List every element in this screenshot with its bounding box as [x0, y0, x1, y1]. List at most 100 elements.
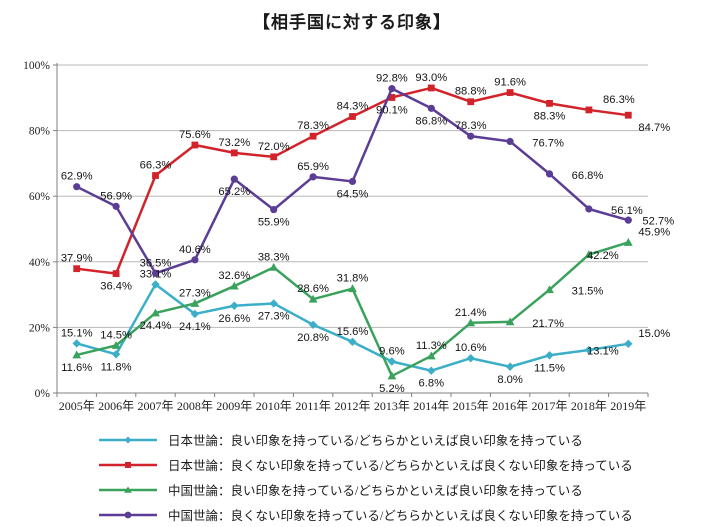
legend-item-china-bad: 中国世論：良くない印象を持っている/どちらかといえば良くない印象を持っている: [97, 502, 633, 527]
data-label: 65.9%: [297, 161, 329, 173]
data-point: [546, 99, 553, 107]
legend-label-japan-bad: 日本世論：良くない印象を持っている/どちらかといえば良くない印象を持っている: [168, 459, 633, 473]
data-label: 26.6%: [218, 313, 250, 325]
data-label: 14.5%: [100, 329, 132, 341]
data-point: [270, 153, 278, 161]
data-label: 66.3%: [140, 160, 172, 172]
data-point: [111, 350, 121, 359]
data-label: 13.1%: [587, 346, 619, 358]
data-point: [349, 113, 356, 120]
data-point: [545, 351, 554, 360]
data-label: 36.4%: [100, 281, 132, 293]
data-point: [151, 269, 160, 277]
data-point: [624, 111, 632, 119]
data-label: 11.5%: [534, 362, 565, 374]
data-label: 56.1%: [611, 205, 643, 217]
legend-line-marker-china-bad: [99, 511, 157, 518]
x-axis-label: 2006年: [98, 399, 134, 413]
data-label: 56.9%: [100, 190, 132, 202]
data-point: [466, 318, 476, 327]
data-point: [387, 357, 397, 366]
data-point: [309, 132, 317, 140]
data-point: [506, 137, 514, 146]
data-label: 66.8%: [572, 170, 604, 182]
data-point: [270, 206, 278, 214]
data-point: [388, 94, 396, 101]
diamond-marker-icon: [124, 436, 132, 443]
data-point: [624, 339, 633, 348]
legend-item-japan-bad: 日本世論：良くない印象を持っている/どちらかといえば良くない印象を持っている: [97, 452, 633, 477]
data-label: 62.9%: [61, 171, 93, 183]
data-point: [505, 317, 515, 326]
data-label: 27.3%: [258, 310, 290, 322]
data-point: [190, 299, 200, 307]
data-label: 32.6%: [218, 270, 250, 282]
y-axis-label: 100%: [23, 60, 50, 72]
data-point: [72, 339, 81, 348]
data-point: [112, 270, 120, 278]
circle-marker-icon: [124, 511, 132, 518]
data-label: 38.3%: [258, 251, 290, 263]
data-point: [151, 308, 160, 317]
x-axis-label: 2017年: [531, 399, 567, 413]
x-axis-label: 2016年: [492, 399, 528, 413]
x-axis-label: 2019年: [610, 399, 646, 413]
data-label: 24.4%: [140, 320, 172, 332]
data-point: [506, 89, 514, 96]
data-point: [467, 98, 475, 106]
data-label: 36.5%: [140, 257, 172, 269]
legend-item-china-good: 中国世論：良い印象を持っている/どちらかといえば良い印象を持っている: [97, 477, 633, 502]
chart-legend: 日本世論：良い印象を持っている/どちらかといえば良い印象を持っている 日本世論：…: [97, 427, 633, 527]
data-label: 86.3%: [603, 94, 635, 106]
data-point: [348, 337, 357, 347]
data-point: [151, 280, 160, 289]
x-axis-label: 2010年: [256, 399, 292, 413]
data-label: 28.6%: [297, 283, 329, 295]
data-label: 31.5%: [572, 286, 604, 298]
data-label: 40.6%: [179, 244, 211, 256]
data-label: 8.0%: [497, 374, 523, 386]
data-label: 45.9%: [638, 226, 670, 238]
data-point: [466, 354, 475, 363]
chart-title: 【相手国に対する印象】: [253, 13, 451, 32]
data-label: 76.7%: [532, 137, 564, 149]
data-point: [308, 294, 318, 303]
data-point: [230, 301, 239, 310]
data-label: 42.2%: [587, 250, 619, 262]
data-point: [545, 170, 554, 178]
data-label: 15.6%: [337, 326, 369, 338]
data-point: [584, 250, 594, 258]
data-label: 73.2%: [218, 137, 250, 149]
data-label: 90.1%: [376, 104, 408, 116]
x-axis-label: 2007年: [137, 399, 173, 413]
x-axis-label: 2009年: [216, 399, 252, 413]
data-point: [269, 262, 279, 271]
x-axis-label: 2005年: [59, 399, 95, 413]
data-label: 91.6%: [494, 77, 526, 89]
y-axis-label: 0%: [35, 388, 51, 400]
data-point: [112, 202, 120, 210]
data-label: 92.8%: [376, 73, 408, 85]
data-label: 10.6%: [455, 342, 487, 354]
data-point: [584, 345, 594, 355]
data-label: 78.3%: [455, 120, 487, 132]
data-point: [348, 177, 357, 186]
data-point: [191, 141, 199, 149]
triangle-marker-icon: [124, 485, 132, 493]
data-label: 37.9%: [61, 253, 93, 265]
y-axis-label: 20%: [29, 322, 51, 334]
data-label: 6.8%: [419, 378, 445, 390]
y-axis-label: 80%: [29, 126, 51, 138]
data-label: 75.6%: [179, 129, 211, 141]
data-label: 33.1%: [140, 268, 172, 280]
data-label: 84.7%: [638, 122, 670, 134]
data-point: [545, 285, 554, 294]
line-chart: 0%20%40%60%80%100%2005年 2006年 2007年 2008年 20…: [23, 60, 674, 413]
data-point: [191, 256, 199, 264]
data-label: 21.7%: [532, 318, 564, 330]
data-label: 55.9%: [258, 217, 290, 229]
legend-line-marker-japan-good: [99, 436, 157, 443]
data-label: 15.0%: [638, 328, 670, 340]
data-point: [111, 341, 121, 349]
data-label: 88.3%: [534, 110, 566, 122]
